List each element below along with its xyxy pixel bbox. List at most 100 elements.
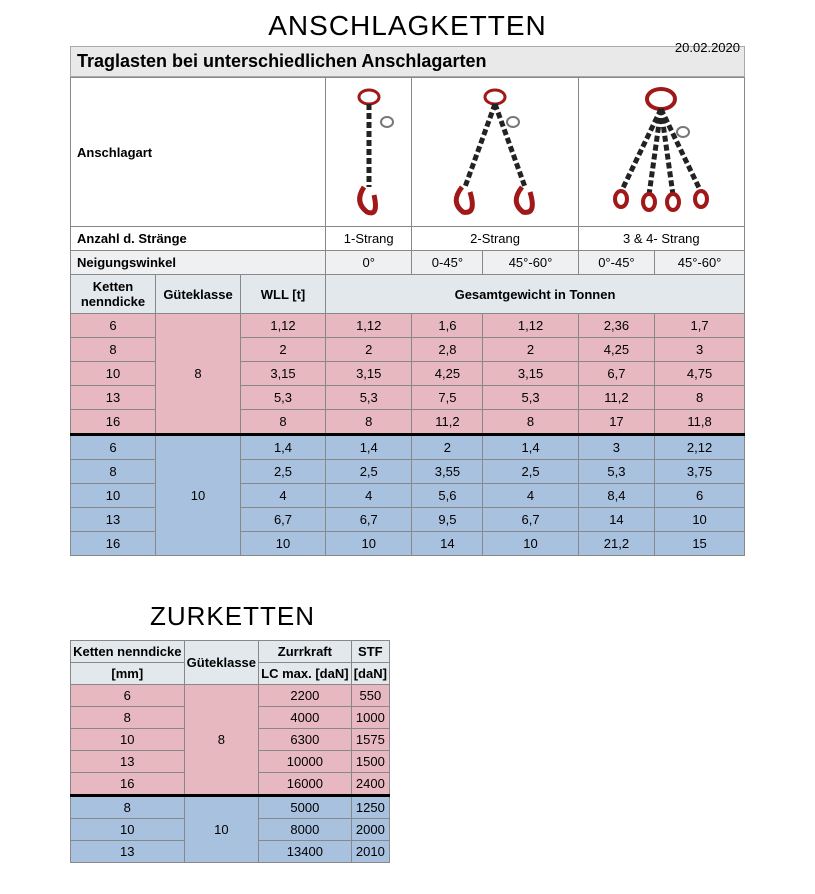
t1-c10-w0: 1,4 — [241, 435, 326, 460]
t1-c8-w1: 2 — [241, 338, 326, 362]
t1-c10-v2-3: 8,4 — [578, 484, 654, 508]
t1-c8-v4-0: 8 — [326, 410, 412, 435]
t2-col-zurr: Zurrkraft — [259, 641, 352, 663]
t2-c10-lc1: 8000 — [259, 819, 352, 841]
page-title: ANSCHLAGKETTEN — [0, 10, 815, 42]
t1-c8-v1-4: 3 — [655, 338, 745, 362]
row-label-anschlagart: Anschlagart — [71, 78, 326, 227]
t1-c10-v0-0: 1,4 — [326, 435, 412, 460]
t1-c8-d0: 6 — [71, 314, 156, 338]
t1-c10-v1-2: 2,5 — [483, 460, 578, 484]
t1-c10-v4-3: 21,2 — [578, 532, 654, 556]
t1-c8-v3-4: 8 — [655, 386, 745, 410]
t1-c8-v1-3: 4,25 — [578, 338, 654, 362]
t1-c10-d3: 13 — [71, 508, 156, 532]
t1-c8-v4-1: 11,2 — [412, 410, 483, 435]
chain-2-strang-icon — [412, 78, 578, 227]
t1-c8-v0-2: 1,12 — [483, 314, 578, 338]
t1-c8-v3-3: 11,2 — [578, 386, 654, 410]
t1-c8-v0-0: 1,12 — [326, 314, 412, 338]
section-heading: Traglasten bei unterschiedlichen Anschla… — [70, 46, 745, 77]
t1-c8-v3-1: 7,5 — [412, 386, 483, 410]
t1-c8-v2-2: 3,15 — [483, 362, 578, 386]
angle-4560b: 45°-60° — [655, 251, 745, 275]
subtitle-zurketten: ZURKETTEN — [0, 601, 815, 632]
t1-c8-v4-3: 17 — [578, 410, 654, 435]
zurketten-table: Ketten nenndicke Güteklasse Zurrkraft ST… — [70, 640, 390, 863]
t1-c10-v4-2: 10 — [483, 532, 578, 556]
t1-c10-w1: 2,5 — [241, 460, 326, 484]
t1-c8-v1-2: 2 — [483, 338, 578, 362]
t2-c8-lc1: 4000 — [259, 707, 352, 729]
table2-container: Ketten nenndicke Güteklasse Zurrkraft ST… — [70, 640, 390, 863]
t2-col-ketten: Ketten nenndicke — [71, 641, 185, 663]
t2-c10-stf1: 2000 — [351, 819, 389, 841]
t1-c10-w2: 4 — [241, 484, 326, 508]
angle-045b: 0°-45° — [578, 251, 654, 275]
t2-c10-lc2: 13400 — [259, 841, 352, 863]
t2-c8-label: 8 — [184, 685, 259, 796]
t2-c8-stf1: 1000 — [351, 707, 389, 729]
t1-c10-d2: 10 — [71, 484, 156, 508]
t1-c10-w3: 6,7 — [241, 508, 326, 532]
t2-col-mm: [mm] — [71, 663, 185, 685]
t1-c10-v4-1: 14 — [412, 532, 483, 556]
traglasten-table: Anschlagart — [70, 77, 745, 556]
strands-2: 2-Strang — [412, 227, 578, 251]
t2-c8-d4: 16 — [71, 773, 185, 796]
t1-c10-v4-4: 15 — [655, 532, 745, 556]
col-ketten: Ketten nenndicke — [71, 275, 156, 314]
t1-c8-v3-2: 5,3 — [483, 386, 578, 410]
t2-c8-d3: 13 — [71, 751, 185, 773]
t2-c8-d0: 6 — [71, 685, 185, 707]
t1-c8-d3: 13 — [71, 386, 156, 410]
t1-c8-v1-0: 2 — [326, 338, 412, 362]
t1-c8-v0-3: 2,36 — [578, 314, 654, 338]
t1-c10-v2-4: 6 — [655, 484, 745, 508]
t1-c8-v0-1: 1,6 — [412, 314, 483, 338]
t2-c8-stf0: 550 — [351, 685, 389, 707]
t2-c10-d0: 8 — [71, 796, 185, 819]
t1-c8-w3: 5,3 — [241, 386, 326, 410]
t1-c10-v3-0: 6,7 — [326, 508, 412, 532]
t1-c8-d1: 8 — [71, 338, 156, 362]
t1-c8-v0-4: 1,7 — [655, 314, 745, 338]
t1-c8-d4: 16 — [71, 410, 156, 435]
t1-c10-v2-0: 4 — [326, 484, 412, 508]
t1-c10-v3-1: 9,5 — [412, 508, 483, 532]
t2-c8-stf2: 1575 — [351, 729, 389, 751]
t1-c10-v1-1: 3,55 — [412, 460, 483, 484]
chain-1-strang-icon — [326, 78, 412, 227]
table1-container: Traglasten bei unterschiedlichen Anschla… — [70, 46, 745, 556]
t2-col-lc: LC max. [daN] — [259, 663, 352, 685]
t1-c8-v2-1: 4,25 — [412, 362, 483, 386]
t2-c8-stf4: 2400 — [351, 773, 389, 796]
row-label-anzahl: Anzahl d. Stränge — [71, 227, 326, 251]
t2-c10-stf2: 2010 — [351, 841, 389, 863]
strands-34: 3 & 4- Strang — [578, 227, 744, 251]
t1-c8-v2-3: 6,7 — [578, 362, 654, 386]
t2-c8-d1: 8 — [71, 707, 185, 729]
angle-045: 0-45° — [412, 251, 483, 275]
angle-4560: 45°-60° — [483, 251, 578, 275]
col-wll: WLL [t] — [241, 275, 326, 314]
t1-c10-v1-4: 3,75 — [655, 460, 745, 484]
t2-c10-d2: 13 — [71, 841, 185, 863]
t2-c10-d1: 10 — [71, 819, 185, 841]
t1-c10-w4: 10 — [241, 532, 326, 556]
col-guete: Güteklasse — [156, 275, 241, 314]
t2-c8-lc0: 2200 — [259, 685, 352, 707]
t2-c10-label: 10 — [184, 796, 259, 863]
t1-c10-d0: 6 — [71, 435, 156, 460]
t1-c8-v4-4: 11,8 — [655, 410, 745, 435]
t1-c8-w2: 3,15 — [241, 362, 326, 386]
t1-c10-v2-2: 4 — [483, 484, 578, 508]
t1-c10-v4-0: 10 — [326, 532, 412, 556]
t1-c8-w4: 8 — [241, 410, 326, 435]
t2-c8-d2: 10 — [71, 729, 185, 751]
t1-c8-d2: 10 — [71, 362, 156, 386]
t2-col-stf: STF — [351, 641, 389, 663]
t1-c10-v3-2: 6,7 — [483, 508, 578, 532]
t1-c8-v3-0: 5,3 — [326, 386, 412, 410]
chain-34-strang-icon — [578, 78, 744, 227]
